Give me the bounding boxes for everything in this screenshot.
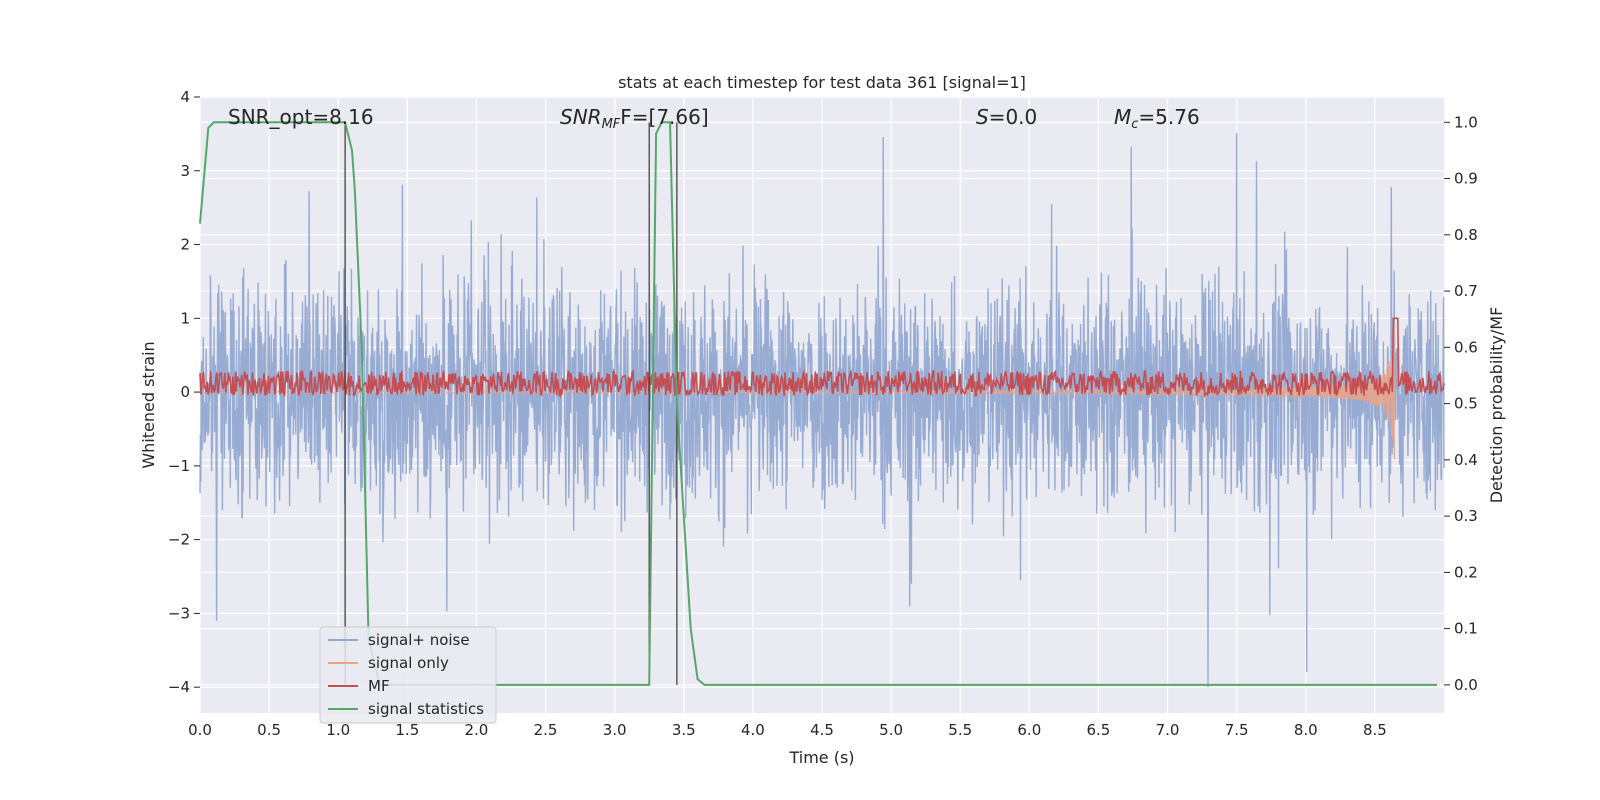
series-signal-noise-line: [199, 132, 1445, 688]
x-tick-label: 4.5: [810, 721, 834, 739]
legend-label-signal-only: signal only: [368, 654, 449, 672]
y-tick-label: −1: [168, 457, 190, 475]
x-tick-label: 6.0: [1017, 721, 1041, 739]
annotations: SNR_opt=8.16 SNRMFF=[7.66] S=0.0 Mc=5.76: [228, 105, 1200, 132]
x-tick-label: 0.0: [188, 721, 212, 739]
legend-label-signal-statistics: signal statistics: [368, 700, 484, 718]
mc-subscript: c: [1131, 117, 1138, 132]
legend-label-signal-noise: signal+ noise: [368, 631, 470, 649]
series-mf-line: [199, 317, 1445, 399]
mc-symbol: M: [1114, 105, 1131, 129]
y-axis-label: Whitened strain: [139, 341, 158, 468]
y2-tick-label: 0.5: [1454, 395, 1478, 413]
x-tick-label: 5.0: [879, 721, 903, 739]
y-tick-label: −3: [168, 604, 190, 622]
snr-mf-annotation: SNRMFF=[7.66]: [560, 105, 709, 132]
x-tick-label: 3.0: [603, 721, 627, 739]
legend: signal+ noise signal only MF signal stat…: [319, 626, 497, 724]
x-tick-label: 7.5: [1225, 721, 1249, 739]
y2-tick-label: 0.6: [1454, 338, 1478, 356]
y-tick-label: 2: [180, 236, 190, 254]
x-tick-label: 2.5: [534, 721, 558, 739]
x-tick-label: 3.5: [672, 721, 696, 739]
x-axis-label: Time (s): [788, 748, 854, 767]
s-annotation: S=0.0: [976, 105, 1037, 129]
legend-label-mf: MF: [368, 677, 390, 695]
mc-annotation: Mc=5.76: [1114, 105, 1200, 132]
mc-value: =5.76: [1138, 105, 1199, 129]
y-tick-label: 1: [180, 309, 190, 327]
y-tick-label: 4: [180, 88, 190, 106]
y2-tick-label: 0.2: [1454, 563, 1478, 581]
x-tick-label: 1.5: [395, 721, 419, 739]
series-layer: [199, 121, 1445, 688]
x-tick-label: 1.0: [326, 721, 350, 739]
x-tick-label: 2.0: [465, 721, 489, 739]
x-tick-label: 8.0: [1294, 721, 1318, 739]
series-signal-statistics-line: [199, 121, 1438, 686]
x-tick-label: 6.5: [1087, 721, 1111, 739]
y2-tick-label: 0.8: [1454, 226, 1478, 244]
y2-axis-label: Detection probability/MF: [1487, 307, 1506, 504]
snr-opt-annotation: SNR_opt=8.16: [228, 105, 374, 129]
snr-mf-subscript: MF: [602, 117, 621, 132]
y2-tick-label: 1.0: [1454, 113, 1478, 131]
y2-tick-label: 0.4: [1454, 451, 1478, 469]
s-symbol: S: [976, 105, 989, 129]
y-tick-label: −2: [168, 531, 190, 549]
y-tick-label: 3: [180, 162, 190, 180]
y2-tick-label: 0.1: [1454, 620, 1478, 638]
x-tick-label: 0.5: [257, 721, 281, 739]
x-tick-label: 8.5: [1363, 721, 1387, 739]
snr-mf-symbol: SNR: [560, 105, 602, 129]
y2-tick-label: 0.7: [1454, 282, 1478, 300]
y-tick-label: −4: [168, 678, 190, 696]
y2-tick-label: 0.9: [1454, 170, 1478, 188]
y2-tick-label: 0.3: [1454, 507, 1478, 525]
y-tick-label: 0: [180, 383, 190, 401]
ticks: 0.0 0.5 1.0 1.5 2.0 2.5 3.0 3.5 4.0 4.5 5.0 5.5 6.0 6…: [168, 88, 1478, 739]
y2-tick-label: 0.0: [1454, 676, 1478, 694]
snr-mf-value: F=[7.66]: [620, 105, 708, 129]
x-tick-label: 7.0: [1156, 721, 1180, 739]
legend-box: [319, 626, 497, 724]
x-tick-label: 5.5: [948, 721, 972, 739]
s-value: =0.0: [989, 105, 1038, 129]
chart-title: stats at each timestep for test data 361…: [618, 73, 1026, 92]
x-tick-label: 4.0: [741, 721, 765, 739]
